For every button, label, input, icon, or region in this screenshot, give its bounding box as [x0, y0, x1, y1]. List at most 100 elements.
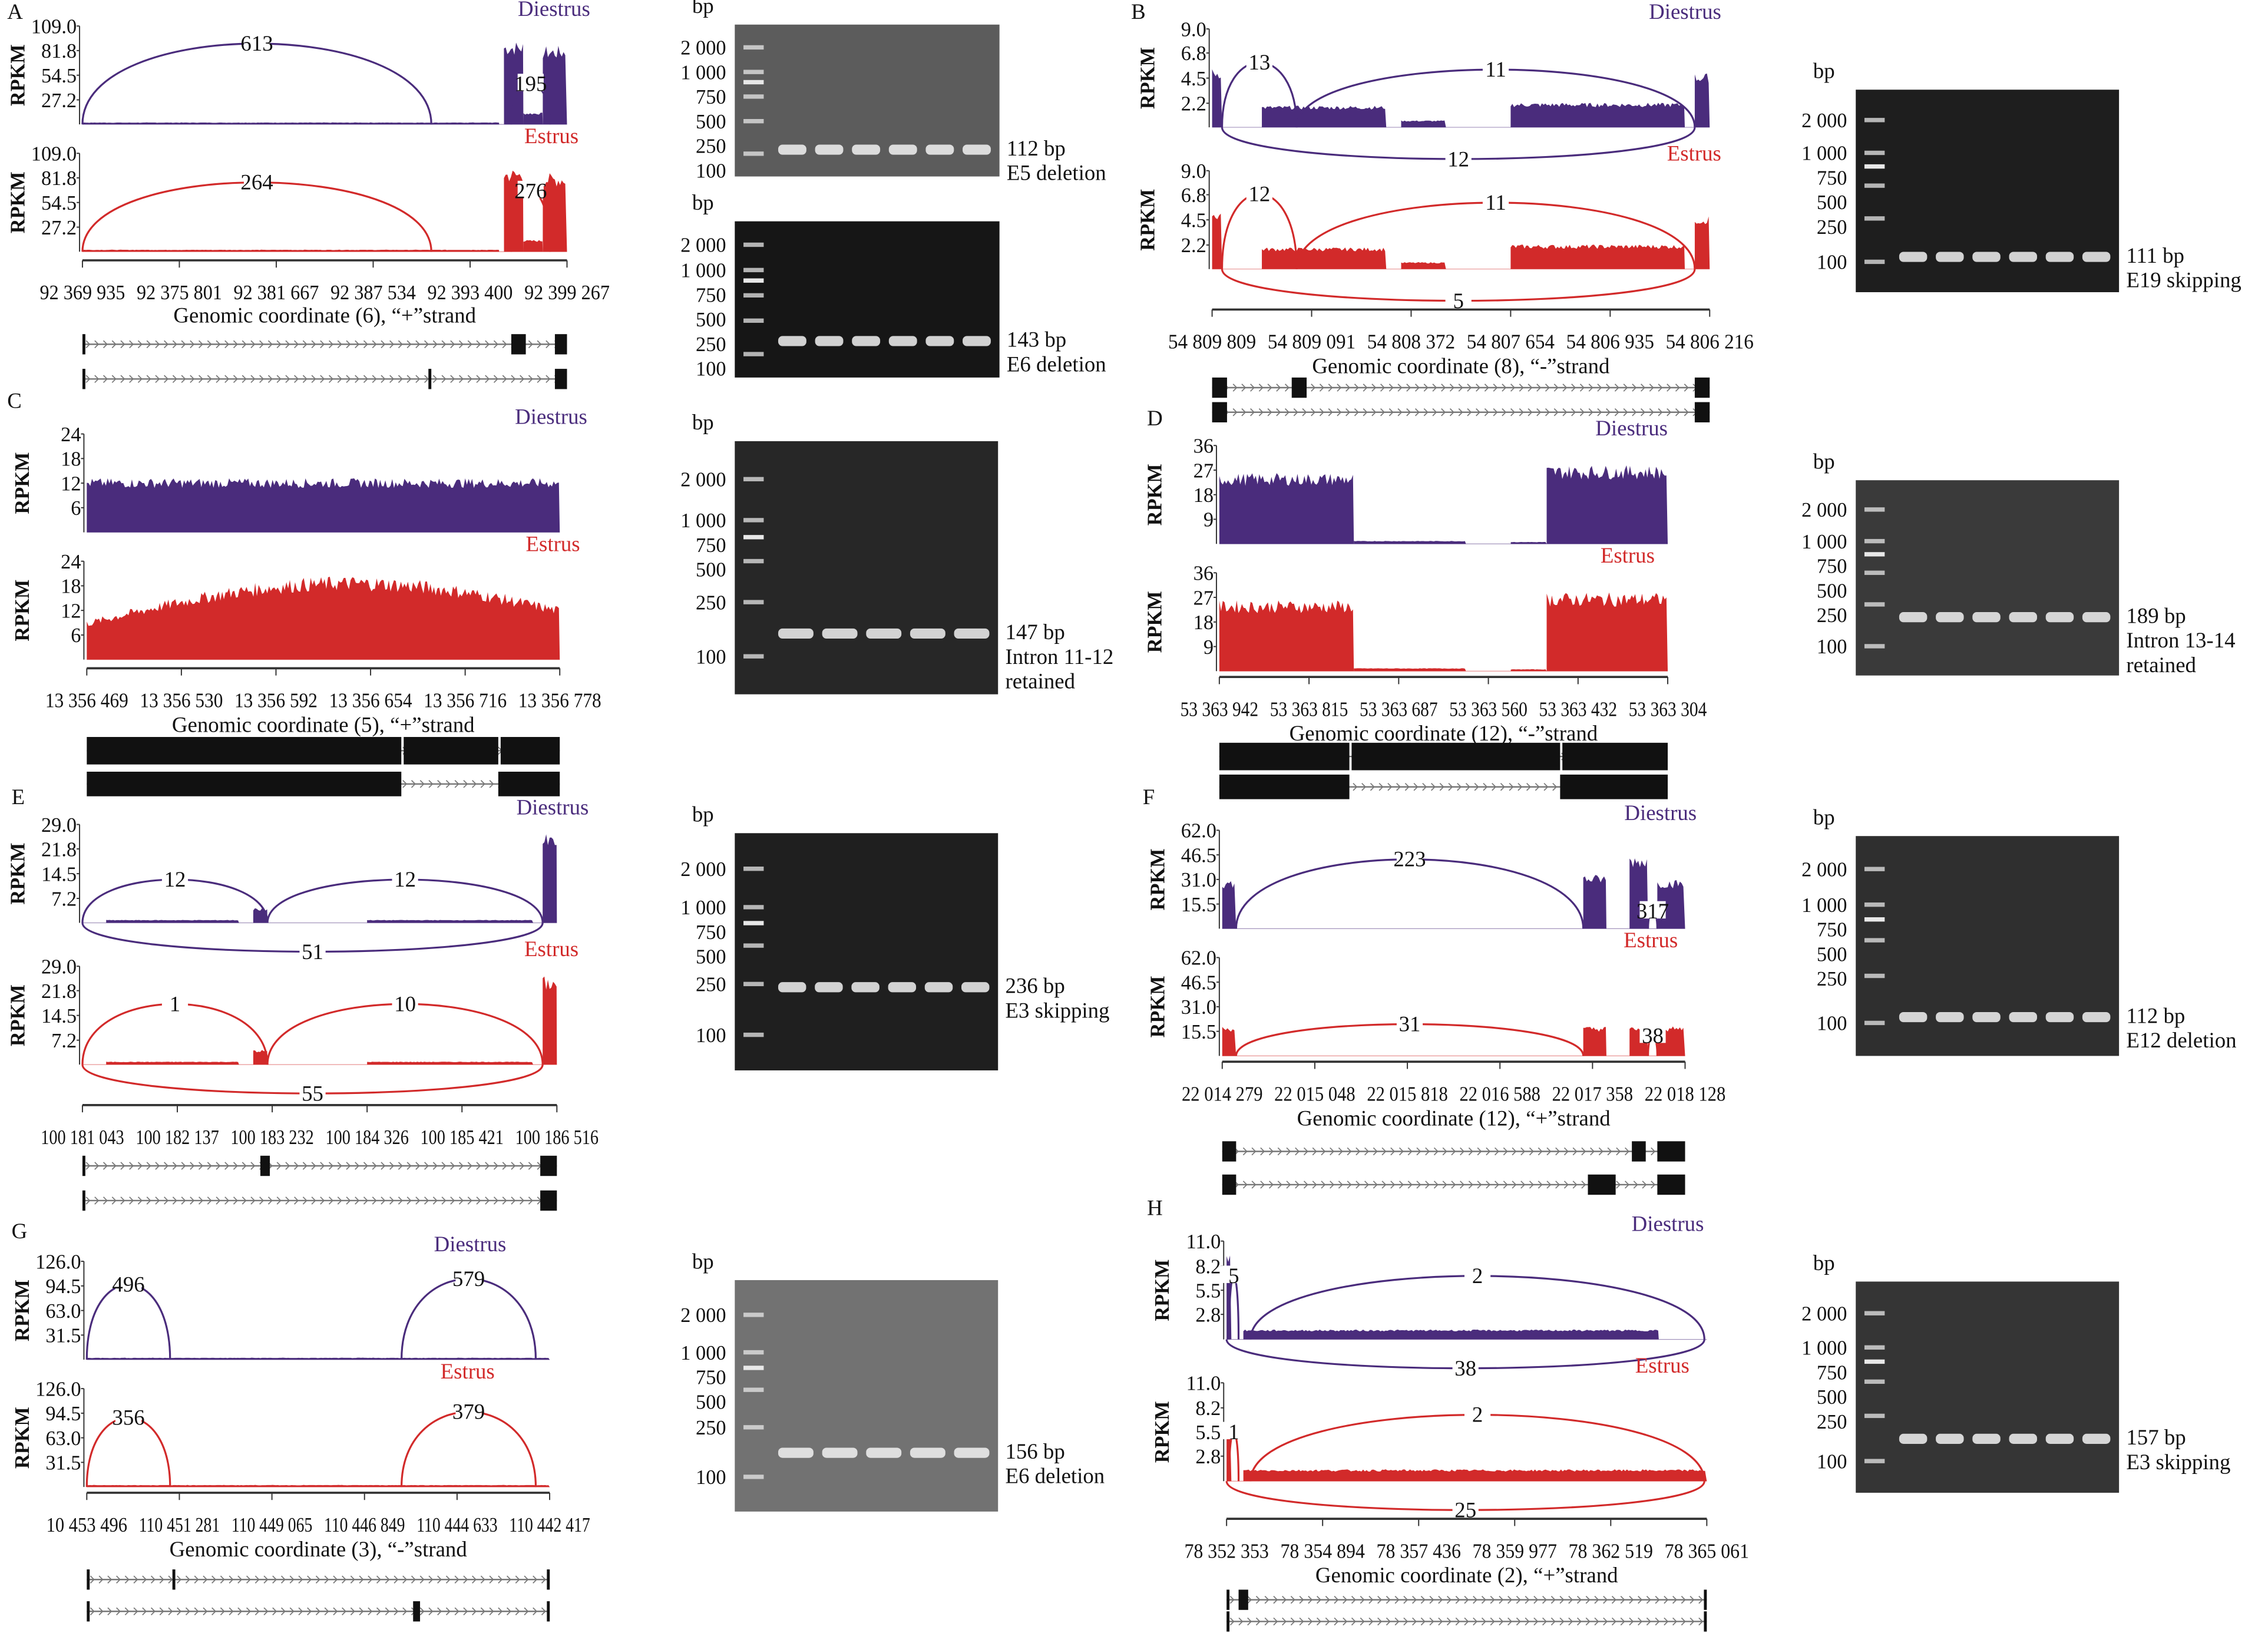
y-tick-label: 9	[1204, 636, 1214, 659]
transcript-model	[1222, 1174, 1685, 1195]
diestrus-track: 9.06.8 4.5 2.2 RPKM Diestrus 13 11 12	[1136, 0, 1721, 171]
strand-arrow-icon	[194, 1607, 199, 1616]
strand-arrow-icon	[489, 1575, 494, 1584]
sample-band	[778, 144, 806, 155]
exon-block	[1226, 1589, 1230, 1610]
strand-arrow-icon	[1658, 408, 1663, 416]
strand-arrow-icon	[441, 1196, 447, 1205]
diestrus-track: 126.094.563.031.5 RPKM Diestrus 496 579	[11, 1232, 550, 1360]
strand-arrow-icon	[124, 1607, 130, 1616]
exon-block	[1226, 1611, 1230, 1632]
strand-arrow-icon	[342, 1607, 347, 1616]
exon-block	[1704, 1589, 1707, 1610]
strand-arrow-icon	[1667, 408, 1672, 416]
y-axis-label: RPKM	[1147, 848, 1169, 910]
strand-arrow-icon	[355, 375, 360, 384]
junction-count: 5	[1453, 289, 1463, 313]
strand-arrow-icon	[1651, 1181, 1656, 1189]
strand-arrow-icon	[190, 375, 195, 384]
strand-arrow-icon	[432, 340, 438, 349]
strand-arrow-icon	[324, 1575, 329, 1584]
strand-arrow-icon	[476, 375, 481, 384]
strand-arrow-icon	[1390, 1147, 1396, 1156]
strand-arrow-icon	[1360, 1617, 1365, 1626]
y-tick-label: 15.5	[1181, 1021, 1216, 1043]
strand-arrow-icon	[267, 375, 273, 384]
strand-arrow-icon	[1308, 1617, 1313, 1626]
product-label: E6 deletion	[1007, 352, 1106, 376]
ladder-band	[1864, 867, 1885, 871]
strand-arrow-icon	[1229, 1595, 1235, 1604]
strand-arrow-icon	[216, 1196, 221, 1205]
strand-arrow-icon	[480, 1607, 485, 1616]
strand-arrow-icon	[528, 375, 533, 384]
exon-block	[554, 334, 567, 355]
strand-arrow-icon	[350, 1607, 355, 1616]
strand-arrow-icon	[1640, 384, 1645, 392]
coverage-area	[523, 113, 543, 125]
strand-arrow-icon	[107, 1575, 113, 1584]
strand-arrow-icon	[1594, 1595, 1599, 1604]
strand-arrow-icon	[250, 375, 256, 384]
strand-arrow-icon	[137, 1196, 143, 1205]
strand-arrow-icon	[311, 1162, 316, 1170]
ladder-size-label: 100	[1817, 636, 1847, 658]
strand-arrow-icon	[1407, 1181, 1413, 1189]
strand-arrow-icon	[172, 340, 177, 349]
strand-arrow-icon	[355, 340, 360, 349]
strand-arrow-icon	[1690, 1617, 1695, 1626]
sample-band	[2009, 612, 2037, 623]
junction-count: 496	[112, 1272, 144, 1297]
junction-arc	[81, 42, 432, 125]
strand-arrow-icon	[411, 1575, 416, 1584]
strand-arrow-icon	[485, 340, 490, 349]
strand-arrow-icon	[1579, 384, 1585, 392]
strand-arrow-icon	[1321, 1181, 1326, 1189]
strand-arrow-icon	[103, 1162, 108, 1170]
x-tick-label: 78 354 894	[1280, 1540, 1364, 1562]
strand-arrow-icon	[502, 375, 507, 384]
ladder-size-label: 100	[696, 646, 726, 668]
strand-arrow-icon	[428, 1607, 434, 1616]
coverage-area	[1219, 600, 1354, 672]
strand-arrow-icon	[1451, 1181, 1456, 1189]
coverage-area	[1510, 669, 1547, 672]
strand-arrow-icon	[1525, 1595, 1530, 1604]
strand-arrow-icon	[146, 1196, 151, 1205]
product-label: E6 deletion	[1005, 1464, 1105, 1488]
x-tick-label: 54 807 654	[1467, 331, 1555, 353]
x-tick-label: 53 363 942	[1181, 698, 1259, 720]
strand-arrow-icon	[168, 1575, 173, 1584]
strand-arrow-icon	[458, 1196, 464, 1205]
ladder-band	[743, 1475, 764, 1479]
strand-arrow-icon	[190, 1196, 195, 1205]
strand-arrow-icon	[216, 1162, 221, 1170]
sample-band	[778, 1447, 814, 1458]
coverage-area	[87, 478, 560, 533]
strand-arrow-icon	[1585, 1617, 1591, 1626]
strand-arrow-icon	[411, 780, 416, 788]
ladder-size-label: 1 000	[680, 61, 726, 84]
strand-arrow-icon	[242, 1162, 247, 1170]
diestrus-track: 109.081.8 54.5 27.2 RPKM Diestrus 613 195	[7, 0, 590, 125]
strand-arrow-icon	[1345, 408, 1351, 416]
track-label: Diestrus	[515, 404, 587, 428]
strand-arrow-icon	[1334, 1617, 1339, 1626]
strand-arrow-icon	[94, 1162, 100, 1170]
strand-arrow-icon	[1555, 1147, 1561, 1156]
ladder-size-label: 1 000	[1801, 143, 1847, 165]
track-label: Diestrus	[434, 1232, 507, 1256]
strand-arrow-icon	[124, 1575, 130, 1584]
strand-arrow-icon	[129, 1196, 134, 1205]
strand-arrow-icon	[1432, 408, 1437, 416]
strand-arrow-icon	[476, 1196, 481, 1205]
strand-arrow-icon	[1250, 408, 1255, 416]
exon-block	[540, 1190, 557, 1211]
ladder-band	[743, 1350, 764, 1355]
gel-unit-label: bp	[1813, 805, 1835, 829]
strand-arrow-icon	[402, 780, 408, 788]
strand-arrow-icon	[1681, 1617, 1686, 1626]
strand-arrow-icon	[164, 1196, 169, 1205]
exon-block	[82, 1190, 85, 1211]
